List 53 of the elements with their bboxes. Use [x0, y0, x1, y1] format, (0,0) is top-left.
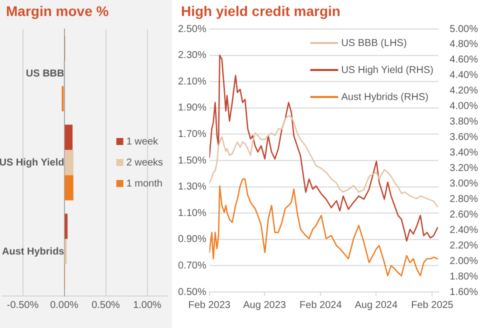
y2-tick-label: 2.20%: [450, 240, 478, 252]
x-tick-label: Feb 2023: [188, 300, 231, 311]
y2-tick-label: 2.80%: [450, 194, 478, 205]
bar: [64, 214, 68, 239]
y2-tick-label: 4.20%: [450, 86, 478, 97]
y2-tick-label: 4.60%: [450, 54, 478, 66]
y2-tick-label: 1.60%: [450, 286, 478, 298]
x-tick-label: 1.00%: [133, 300, 162, 311]
y-tick-label: 2.10%: [178, 76, 206, 88]
x-tick-label: Feb 2025: [411, 300, 454, 311]
y-tick-label: Aust Hybrids: [2, 246, 65, 258]
y2-tick-label: 4.00%: [450, 101, 478, 112]
bar: [64, 124, 73, 150]
y2-tick-label: 3.60%: [450, 132, 478, 144]
legend-label: US BBB (LHS): [341, 38, 407, 49]
chart-title: Margin move %: [6, 3, 109, 19]
y-tick-label: 1.30%: [178, 182, 206, 193]
y-tick-label: 2.50%: [178, 24, 206, 35]
x-tick-label: 0.00%: [50, 300, 79, 311]
x-tick-label: Feb 2024: [300, 300, 342, 311]
y-tick-label: 0.50%: [178, 286, 206, 298]
y2-tick-label: 5.00%: [450, 24, 478, 35]
x-tick-label: Aug 2024: [354, 300, 398, 311]
y2-tick-label: 1.80%: [450, 271, 478, 282]
y-tick-label: 1.70%: [178, 128, 206, 140]
y2-tick-label: 3.20%: [450, 162, 478, 174]
y-tick-label: 1.10%: [178, 208, 206, 219]
bar: [64, 175, 74, 200]
y2-tick-label: 4.40%: [450, 70, 478, 82]
legend-label: 1 week: [126, 136, 159, 148]
y2-tick-label: 2.60%: [450, 209, 478, 220]
y-tick-label: 1.90%: [178, 102, 206, 114]
y-tick-label: 1.50%: [178, 155, 206, 166]
y-tick-label: 0.90%: [178, 234, 206, 246]
y2-tick-label: 4.80%: [450, 39, 478, 50]
chart-title: High yield credit margin: [181, 3, 340, 19]
x-tick-label: 0.50%: [92, 300, 120, 311]
legend-label: US High Yield (RHS): [341, 64, 434, 76]
legend-label: 2 weeks: [126, 157, 164, 168]
y-tick-label: 0.70%: [178, 260, 206, 272]
bar: [64, 150, 74, 176]
y2-tick-label: 2.40%: [450, 224, 478, 236]
y2-tick-label: 3.40%: [450, 148, 478, 159]
x-tick-label: -0.50%: [6, 300, 39, 311]
y-tick-label: 2.30%: [178, 50, 206, 62]
y-tick-label: US BBB: [26, 68, 64, 80]
x-tick-label: Aug 2023: [243, 300, 286, 311]
legend-label: 1 month: [126, 178, 162, 190]
y-tick-label: US High Yield: [0, 157, 64, 168]
y2-tick-label: 3.00%: [450, 178, 478, 190]
legend-label: Aust Hybrids (RHS): [341, 92, 428, 103]
y2-tick-label: 3.80%: [450, 116, 478, 128]
y2-tick-label: 2.00%: [450, 256, 478, 267]
